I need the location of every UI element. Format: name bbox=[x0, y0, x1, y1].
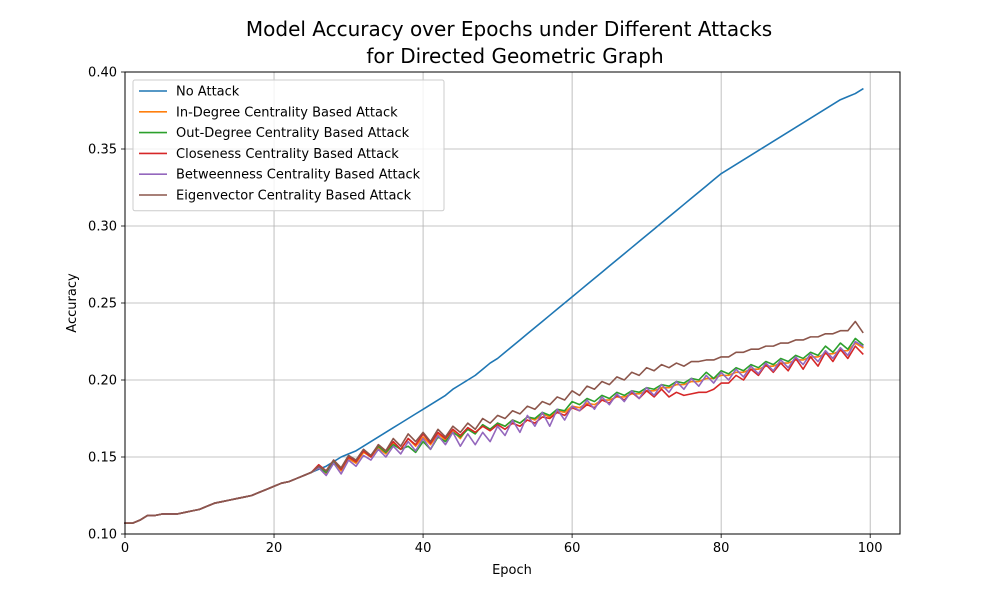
legend: No Attack In-Degree Centrality Based Atta… bbox=[132, 79, 445, 212]
y-tick-label: 0.30 bbox=[88, 220, 117, 235]
x-tick-label: 100 bbox=[858, 541, 883, 556]
y-tick-label: 0.15 bbox=[88, 451, 117, 466]
x-tick-label: 20 bbox=[266, 541, 283, 556]
axis-ticks: 0 20 40 60 80 100 0.10 0.15 0.20 0.25 0.30 0.35 0.40 bbox=[88, 66, 883, 557]
y-tick-label: 0.35 bbox=[88, 143, 117, 158]
y-tick-label: 0.40 bbox=[88, 66, 117, 81]
series-lines bbox=[124, 87, 864, 525]
legend-label: No Attack bbox=[176, 85, 240, 100]
x-tick-label: 0 bbox=[121, 541, 129, 556]
chart-title-line-2: for Directed Geometric Graph bbox=[366, 44, 663, 68]
y-tick-label: 0.20 bbox=[88, 374, 117, 389]
legend-label: Betweenness Centrality Based Attack bbox=[176, 168, 421, 183]
x-tick-label: 80 bbox=[713, 541, 730, 556]
y-tick-label: 0.10 bbox=[88, 528, 117, 543]
series-line bbox=[124, 320, 864, 525]
y-axis-label: Accuracy bbox=[65, 273, 80, 333]
legend-label: Out-Degree Centrality Based Attack bbox=[176, 126, 410, 141]
legend-label: Closeness Centrality Based Attack bbox=[176, 147, 399, 162]
legend-label: Eigenvector Centrality Based Attack bbox=[176, 189, 412, 204]
y-tick-label: 0.25 bbox=[88, 297, 117, 312]
legend-label: In-Degree Centrality Based Attack bbox=[176, 105, 398, 120]
x-tick-label: 40 bbox=[415, 541, 432, 556]
chart-title-line-1: Model Accuracy over Epochs under Differe… bbox=[246, 17, 772, 41]
x-tick-label: 60 bbox=[564, 541, 581, 556]
legend-box bbox=[132, 79, 445, 212]
x-axis-label: Epoch bbox=[492, 563, 532, 578]
